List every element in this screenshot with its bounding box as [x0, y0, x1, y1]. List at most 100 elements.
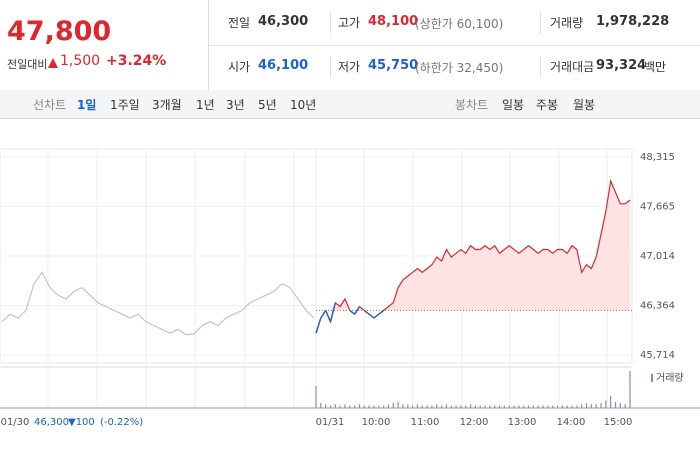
volume-bar [542, 405, 544, 408]
volume-bar [315, 385, 317, 408]
volume-bar [600, 403, 602, 408]
volume-bar [581, 404, 583, 408]
below-base-segment [373, 313, 380, 319]
y-tick-label: 47,014 [640, 251, 675, 262]
below-base-segment [354, 306, 361, 315]
volume-bar [508, 405, 510, 408]
volume-legend: 거래량 [656, 372, 684, 384]
volume-bar [416, 404, 419, 408]
volume-bar [407, 404, 409, 408]
x-tick-label: 01/31 [316, 417, 345, 428]
tab[interactable]: 3개월 [152, 98, 182, 112]
summary-label: 저가 [338, 60, 361, 74]
below-base-segment [325, 310, 332, 323]
prev-close: 46,300 [34, 417, 69, 428]
volume-bar [378, 405, 380, 408]
volume-bar [513, 405, 515, 408]
change-label: 전일대비 [7, 58, 48, 71]
volume-bar [556, 405, 559, 408]
volume-bar [479, 405, 481, 408]
volume-bar [339, 405, 341, 408]
volume-bar [349, 405, 351, 408]
tab[interactable]: 3년 [226, 98, 245, 112]
below-base-segment [315, 317, 322, 334]
change-rate: +3.24% [106, 53, 167, 69]
volume-bar [392, 403, 394, 408]
volume-bar [537, 405, 539, 408]
y-tick-label: 48,315 [640, 152, 675, 163]
tab[interactable]: 월봉 [573, 98, 596, 112]
below-base-segment [329, 302, 337, 322]
volume-bar [325, 404, 327, 408]
quote-header: 47,800 전일대비 1,500 +3.24% 전일 46,300 고가 48,10… [0, 0, 700, 91]
x-tick-label: 14:00 [557, 417, 586, 428]
volume-bar [445, 404, 448, 408]
volume-bar [329, 405, 332, 408]
volume-bar [441, 405, 443, 408]
x-tick-label: 01/30 [1, 417, 30, 428]
tab-group-label: 선차트 [33, 98, 67, 112]
summary-value: 93,324 [596, 58, 647, 73]
tab[interactable]: 1년 [196, 98, 215, 112]
x-tick-label: 12:00 [460, 417, 489, 428]
volume-bar [455, 405, 457, 408]
volume-bar [561, 405, 563, 408]
tab[interactable]: 10년 [290, 98, 317, 112]
summary-label: 거래량 [550, 16, 584, 30]
volume-bar [484, 405, 486, 408]
volume-bar [450, 405, 452, 408]
y-tick-label: 46,364 [640, 301, 675, 312]
volume-bar [402, 404, 404, 408]
tab-bar: 선차트 1일 1주일 3개월 1년 3년 5년 10년 봉차트 일봉 주봉 월봉 [0, 90, 700, 119]
volume-bar [629, 371, 631, 408]
tab-group-label: 봉차트 [455, 98, 489, 112]
volume-bar [474, 405, 477, 408]
chart: 48,315 47,665 47,014 46,364 45,714 거래량 01/30 01… [0, 148, 700, 428]
volume-bar [363, 405, 365, 408]
x-tick-label: 11:00 [411, 417, 440, 428]
summary-value: 48,100 [368, 14, 419, 29]
volume-bar [547, 405, 549, 408]
volume-bar [605, 400, 607, 408]
volume-bar [552, 405, 554, 408]
volume-bar [469, 404, 472, 408]
volume-bar [334, 404, 336, 408]
volume-legend-icon [651, 374, 653, 382]
volume-bar [527, 405, 530, 408]
prev-change: ▼100 [68, 417, 95, 428]
volume-bar [368, 405, 370, 408]
area-fill [316, 180, 630, 311]
volume-bar [494, 405, 496, 408]
tab[interactable]: 5년 [258, 98, 277, 112]
tab[interactable]: 1주일 [110, 98, 140, 112]
volume-bar [518, 405, 520, 408]
volume-bar [614, 401, 617, 408]
volume-bar [571, 405, 573, 408]
x-tick-label: 10:00 [362, 417, 391, 428]
volume-bar [387, 404, 390, 408]
summary-value: 1,978,228 [596, 14, 670, 29]
volume-bar [320, 403, 322, 408]
volume-bar [532, 405, 534, 408]
tab[interactable]: 1일 [77, 98, 97, 112]
volume-bar [566, 405, 568, 408]
summary-value: 46,100 [258, 58, 309, 73]
volume-bar [624, 404, 626, 408]
volume-bar [431, 405, 433, 408]
tab[interactable]: 주봉 [536, 98, 559, 112]
summary-note: (상한가 60,100) [415, 17, 504, 31]
summary-unit: 백만 [644, 60, 667, 74]
volume-bar [354, 405, 356, 408]
summary-label: 전일 [228, 16, 251, 30]
volume-bar [590, 404, 592, 408]
price: 47,800 [7, 16, 112, 47]
up-icon [48, 58, 58, 68]
volume-bar [610, 395, 612, 408]
volume-bar [576, 405, 578, 408]
below-base-segment [378, 309, 385, 315]
below-base-segment [320, 310, 327, 319]
volume-bar [585, 403, 588, 408]
volume-bar [460, 405, 462, 408]
volume-bar [503, 405, 505, 408]
tab[interactable]: 일봉 [502, 98, 525, 112]
